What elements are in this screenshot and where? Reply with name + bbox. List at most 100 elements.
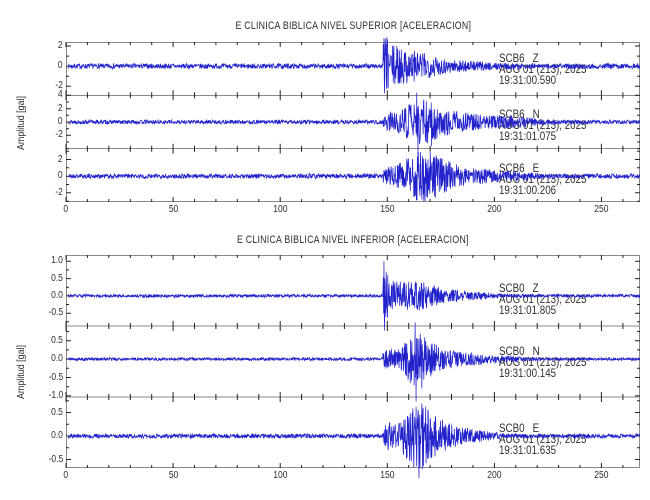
station-label: SCB0 N bbox=[499, 346, 540, 359]
y-tick-label-text: 0 bbox=[58, 170, 63, 182]
x-tick-label: 100 bbox=[260, 204, 300, 215]
x-tick-label: 150 bbox=[367, 470, 407, 481]
x-tick-label: 100 bbox=[260, 470, 300, 481]
y-tick-label-text: 0.5 bbox=[51, 334, 63, 346]
y-tick-label: -2 bbox=[29, 187, 63, 198]
date-label: AUG 01 (213), 2025 bbox=[499, 357, 587, 370]
y-tick-label: 0.5 bbox=[29, 407, 63, 418]
panel-title-superior: E CLINICA BIBLICA NIVEL SUPERIOR [ACELER… bbox=[66, 20, 640, 32]
date-label: AUG 01 (213), 2025 bbox=[499, 434, 587, 447]
y-tick-label: 0.0 bbox=[29, 430, 63, 441]
y-tick-label: -2 bbox=[29, 80, 63, 91]
x-tick-label: 250 bbox=[581, 470, 621, 481]
y-tick-label-text: -2 bbox=[55, 186, 63, 198]
y-tick-label-text: 2 bbox=[58, 102, 63, 114]
y-tick-label: -2 bbox=[29, 129, 63, 140]
panel-title-text: E CLINICA BIBLICA NIVEL INFERIOR [ACELER… bbox=[237, 234, 469, 246]
y-tick-label-text: 0 bbox=[58, 116, 63, 127]
time-label: 19:31:01.635 bbox=[499, 445, 557, 458]
y-tick-label: 4 bbox=[29, 89, 63, 100]
panel-title-inferior: E CLINICA BIBLICA NIVEL INFERIOR [ACELER… bbox=[66, 234, 640, 246]
waveform-trace-SCB0-N bbox=[67, 322, 640, 402]
y-tick-label-text: -2 bbox=[55, 129, 63, 141]
y-tick-label-text: 0.5 bbox=[51, 272, 63, 284]
y-tick-label-text: 0 bbox=[58, 60, 63, 72]
date-label: AUG 01 (213), 2025 bbox=[499, 64, 587, 77]
x-tick-label-text: 250 bbox=[594, 470, 609, 481]
y-tick-label: 0 bbox=[29, 170, 63, 181]
y-tick-label-text: -2 bbox=[55, 80, 63, 92]
trace-info-label: SCB0 E AUG 01 (213), 2025 19:31:01.635 bbox=[499, 423, 587, 458]
time-label: 19:31:00.206 bbox=[499, 185, 557, 198]
y-tick-label-text: 2 bbox=[58, 153, 63, 165]
y-tick-label-text: -0.5 bbox=[48, 453, 63, 465]
trace-info-label: SCB0 N AUG 01 (213), 2025 19:31:00.145 bbox=[499, 346, 587, 381]
y-tick-label: 0 bbox=[29, 60, 63, 71]
y-tick-label: 0.0 bbox=[29, 353, 63, 364]
y-tick-label: 0.5 bbox=[29, 273, 63, 284]
x-tick-label: 50 bbox=[153, 204, 193, 215]
station-label: SCB0 E bbox=[499, 423, 540, 436]
panel-title-text: E CLINICA BIBLICA NIVEL SUPERIOR [ACELER… bbox=[235, 20, 471, 32]
y-tick-label-text: 2 bbox=[58, 40, 63, 52]
x-tick-label: 200 bbox=[474, 204, 514, 215]
y-tick-label: 0.5 bbox=[29, 335, 63, 346]
y-tick-label: 1.0 bbox=[29, 255, 63, 266]
y-tick-label-text: 0.0 bbox=[51, 430, 63, 442]
station-label: SCB0 Z bbox=[499, 282, 539, 295]
time-label: 19:31:00.145 bbox=[499, 368, 557, 381]
time-label: 19:31:01.075 bbox=[499, 131, 557, 143]
y-tick-label-text: 4 bbox=[58, 89, 63, 101]
date-label: AUG 01 (213), 2025 bbox=[499, 293, 587, 306]
x-tick-label-text: 250 bbox=[594, 204, 609, 215]
y-tick-label-text: -1.0 bbox=[48, 389, 63, 401]
x-tick-label: 50 bbox=[153, 470, 193, 481]
y-tick-label-text: 0.0 bbox=[51, 289, 63, 301]
y-tick-label: 2 bbox=[29, 40, 63, 51]
tick-marks bbox=[65, 42, 640, 202]
y-tick-label: -0.5 bbox=[29, 454, 63, 465]
y-tick-label-text: -0.5 bbox=[48, 371, 63, 383]
station-label: SCB6 N bbox=[499, 109, 540, 121]
y-tick-label: -0.5 bbox=[29, 372, 63, 383]
x-tick-label: 200 bbox=[474, 470, 514, 481]
y-tick-label-text: -0.5 bbox=[48, 307, 63, 319]
trace-info-label: SCB6 Z AUG 01 (213), 2025 19:31:00.590 bbox=[499, 53, 587, 88]
waveform-plot-svg bbox=[65, 37, 641, 202]
station-label: SCB6 Z bbox=[499, 53, 539, 66]
x-tick-label-text: 0 bbox=[63, 470, 69, 481]
y-tick-label: 0 bbox=[29, 116, 63, 127]
x-tick-label-text: 200 bbox=[487, 204, 502, 215]
y-tick-label-text: 1.0 bbox=[51, 255, 63, 267]
x-tick-label-text: 50 bbox=[168, 470, 178, 481]
waveform-trace-SCB6-E bbox=[68, 151, 641, 202]
x-tick-label: 0 bbox=[46, 470, 86, 481]
y-tick-label-text: 0.0 bbox=[51, 353, 63, 365]
y-tick-label: 0.0 bbox=[29, 290, 63, 301]
x-tick-label-text: 0 bbox=[63, 204, 69, 215]
tick-marks bbox=[65, 255, 640, 468]
x-tick-label-text: 50 bbox=[168, 204, 178, 215]
trace-info-label: SCB0 Z AUG 01 (213), 2025 19:31:01.805 bbox=[499, 282, 587, 317]
trace-info-label: SCB6 E AUG 01 (213), 2025 19:31:00.206 bbox=[499, 163, 587, 198]
amplitude-axis-label: Amplitud [gal] bbox=[15, 95, 27, 151]
y-tick-label: -1.0 bbox=[29, 390, 63, 401]
x-tick-label-text: 200 bbox=[487, 470, 502, 481]
time-label: 19:31:00.590 bbox=[499, 75, 557, 88]
waveform-trace-SCB0-E bbox=[67, 403, 641, 479]
x-tick-label: 150 bbox=[367, 204, 407, 215]
y-tick-label: -0.5 bbox=[29, 307, 63, 318]
date-label: AUG 01 (213), 2025 bbox=[499, 174, 587, 187]
y-tick-label: 2 bbox=[29, 103, 63, 114]
waveform-trace-SCB6-N bbox=[67, 92, 641, 155]
x-tick-label-text: 100 bbox=[273, 470, 288, 481]
x-tick-label: 250 bbox=[581, 204, 621, 215]
x-tick-label: 0 bbox=[46, 204, 86, 215]
x-tick-label-text: 150 bbox=[380, 204, 395, 215]
waveform-trace-SCB0-Z bbox=[67, 261, 641, 331]
y-tick-label: 2 bbox=[29, 154, 63, 165]
y-tick-label-text: 0.5 bbox=[51, 406, 63, 418]
x-tick-label-text: 150 bbox=[380, 470, 395, 481]
amplitude-axis-label: Amplitud [gal] bbox=[15, 344, 27, 400]
